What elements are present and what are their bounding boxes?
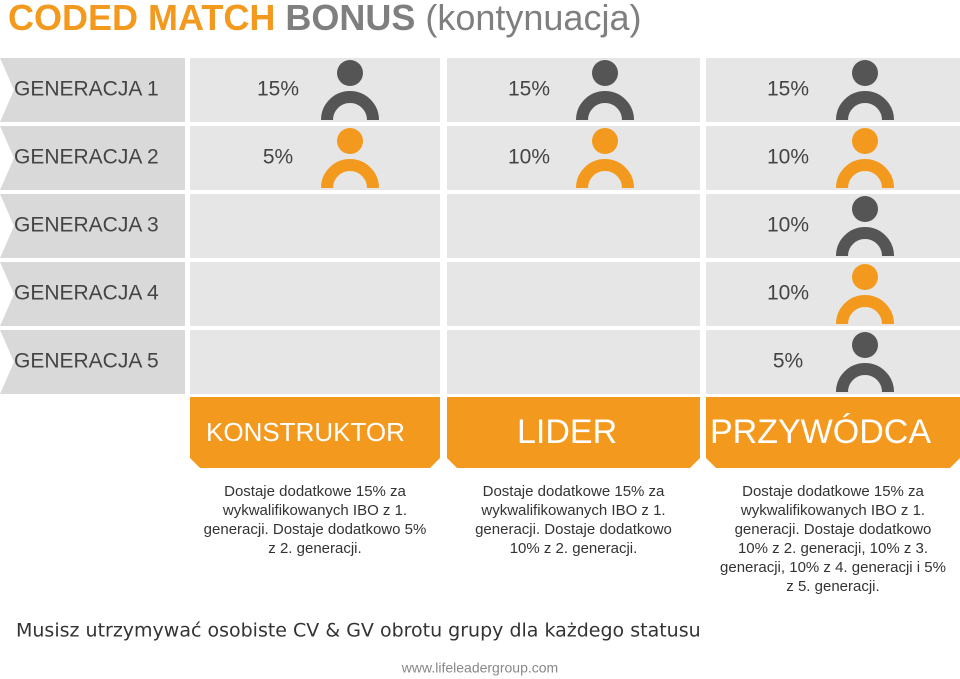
cell-bg (447, 330, 700, 394)
cell-value: 5% (773, 350, 803, 373)
row-label: GENERACJA 2 (14, 146, 159, 169)
cell-bg (190, 126, 440, 190)
cell-bg (447, 126, 700, 190)
title: CODED MATCH BONUS (kontynuacja) (8, 0, 641, 38)
person-head (852, 264, 878, 290)
person-head (337, 60, 363, 86)
column-description-line: generacji. Dostaje dodatkowo (735, 521, 932, 538)
column-description-line: generacji, 10% z 4. generacji i 5% (720, 559, 946, 576)
cell-bg (190, 58, 440, 122)
row-label-bg (0, 58, 185, 122)
person-head (852, 128, 878, 154)
column-description-line: z 2. generacji. (268, 540, 361, 557)
cell-value: 10% (767, 214, 809, 237)
person-body (321, 91, 379, 121)
content: GENERACJA 1 15% 15% 15% GENERACJA 2 5% 10% 10% G… (0, 58, 960, 595)
column-description-line: z 5. generacji. (786, 578, 879, 595)
column-header-bg (447, 397, 700, 468)
person-head (852, 196, 878, 222)
cell-value: 10% (767, 282, 809, 305)
person-body (836, 363, 894, 393)
row-label: GENERACJA 3 (14, 214, 159, 237)
column-header-bg (190, 397, 440, 468)
column-description-line: generacji. Dostaje dodatkowo (475, 521, 672, 538)
title-orange: CODED MATCH (8, 0, 275, 38)
person-body (576, 159, 634, 189)
cell-bg (706, 194, 960, 258)
cell-bg (447, 194, 700, 258)
person-body (321, 159, 379, 189)
cell-bg (706, 262, 960, 326)
cell-value: 5% (263, 146, 293, 169)
column-header: PRZYWÓDCA (710, 413, 931, 451)
column-description-line: 10% z 2. generacji, 10% z 3. (738, 540, 928, 557)
column-header: LIDER (517, 413, 617, 451)
row-label-bg (0, 194, 185, 258)
column-description-line: wykwalifikowanych IBO z 1. (480, 502, 665, 519)
cell-bg (706, 330, 960, 394)
person-body (836, 295, 894, 325)
footer-url: www.lifeleadergroup.com (401, 660, 558, 676)
cell-bg (190, 194, 440, 258)
column-header: KONSTRUKTOR (206, 417, 405, 447)
column-description-line: generacji. Dostaje dodatkowo 5% (204, 521, 427, 538)
cell-bg (447, 58, 700, 122)
column-description-line: Dostaje dodatkowe 15% za (224, 483, 406, 500)
cell-value: 10% (508, 146, 550, 169)
cell-bg (706, 58, 960, 122)
person-body (836, 159, 894, 189)
person-head (852, 60, 878, 86)
row-label: GENERACJA 4 (14, 282, 159, 305)
column-description-line: wykwalifikowanych IBO z 1. (740, 502, 925, 519)
person-head (592, 128, 618, 154)
row-label-bg (0, 126, 185, 190)
person-body (836, 91, 894, 121)
row-label: GENERACJA 1 (14, 78, 159, 101)
title-bold: BONUS (285, 0, 415, 38)
cell-bg (190, 330, 440, 394)
column-description-line: Dostaje dodatkowe 15% za (483, 483, 665, 500)
column-description-line: 10% z 2. generacji. (510, 540, 638, 557)
cell-value: 15% (508, 78, 550, 101)
cell-bg (706, 126, 960, 190)
cell-value: 10% (767, 146, 809, 169)
row-label-bg (0, 330, 185, 394)
cell-bg (190, 262, 440, 326)
person-head (337, 128, 363, 154)
person-head (852, 332, 878, 358)
row-label-bg (0, 262, 185, 326)
row-label: GENERACJA 5 (14, 350, 159, 373)
column-header-bg (706, 397, 960, 468)
cell-bg (447, 262, 700, 326)
title-rest: (kontynuacja) (425, 0, 641, 38)
person-body (836, 227, 894, 257)
column-description-line: wykwalifikowanych IBO z 1. (222, 502, 407, 519)
column-description-line: Dostaje dodatkowe 15% za (742, 483, 924, 500)
cell-value: 15% (767, 78, 809, 101)
cell-value: 15% (257, 78, 299, 101)
person-body (576, 91, 634, 121)
person-head (592, 60, 618, 86)
footer-note: Musisz utrzymywać osobiste CV & GV obrot… (16, 620, 701, 642)
